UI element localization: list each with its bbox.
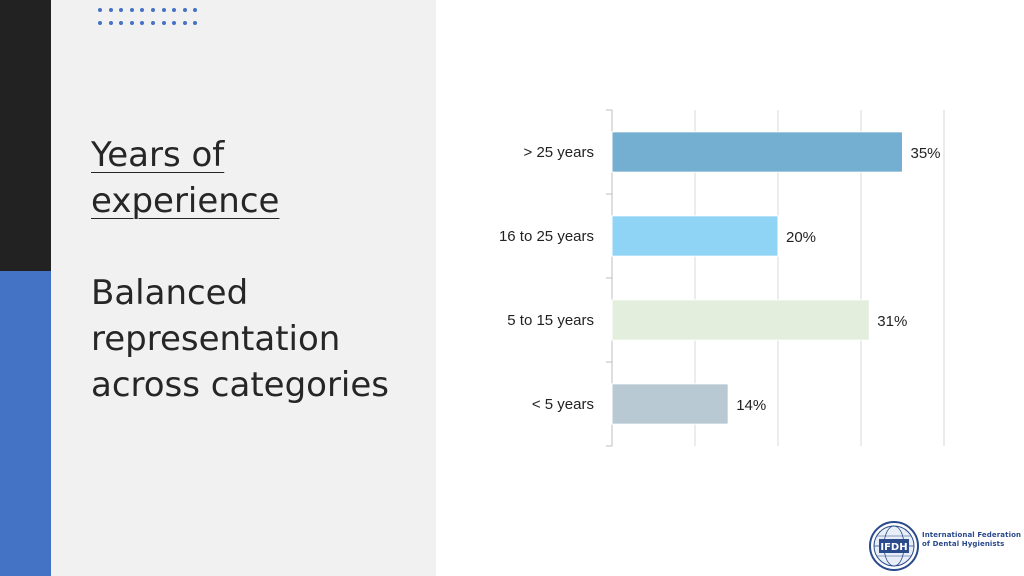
decorative-dot [172,8,177,12]
logo-name-line2: of Dental Hygienists [922,540,1005,548]
chart-bar [611,215,779,257]
data-label: 31% [877,313,907,330]
decorative-dot [161,21,166,25]
decorative-dot [129,8,134,12]
chart-bars [611,131,903,425]
decorative-dot-grid [98,4,208,28]
category-label: > 25 years [524,144,594,161]
decorative-dot [151,8,155,12]
decorative-dot [119,8,124,12]
chart-bar [611,299,870,341]
decorative-dot [108,8,113,12]
decorative-dot [140,8,145,12]
decorative-dot [182,8,187,12]
category-label: 16 to 25 years [499,228,594,245]
bar-chart: > 25 years 35% 16 to 25 years 20% 5 to 15 ye… [499,109,945,447]
decorative-dot [193,21,198,25]
category-label: < 5 years [532,396,594,413]
decorative-dot [119,21,124,25]
logo-name-line1: International Federation [922,531,1022,539]
decorative-dot [129,21,134,25]
title-panel [51,0,436,576]
decorative-dot [193,8,198,12]
decorative-dot [98,21,102,25]
decorative-dot [151,21,155,25]
dark-accent-stripe [0,0,51,271]
decorative-dot [140,21,145,25]
decorative-dot [172,21,177,25]
chart-bar [611,131,903,173]
decorative-dot [108,21,113,25]
chart-labels: > 25 years 35% 16 to 25 years 20% 5 to 15 ye… [499,144,941,414]
data-label: 14% [736,397,766,414]
ifdh-seal-icon: IFDH [869,521,919,571]
category-label: 5 to 15 years [507,312,594,329]
decorative-dot [182,21,187,25]
slide-subtitle: Balanced representation across categorie… [91,273,390,405]
decorative-dot [161,8,166,12]
data-label: 20% [786,229,816,246]
ifdh-logo: IFDH International Federation of Dental … [868,520,1022,571]
decorative-dot [98,8,102,12]
data-label: 35% [911,145,941,162]
blue-accent-stripe [0,271,51,576]
slide-title: Years of experience [91,135,280,221]
chart-bar [611,383,729,425]
svg-text:IFDH: IFDH [880,542,907,553]
